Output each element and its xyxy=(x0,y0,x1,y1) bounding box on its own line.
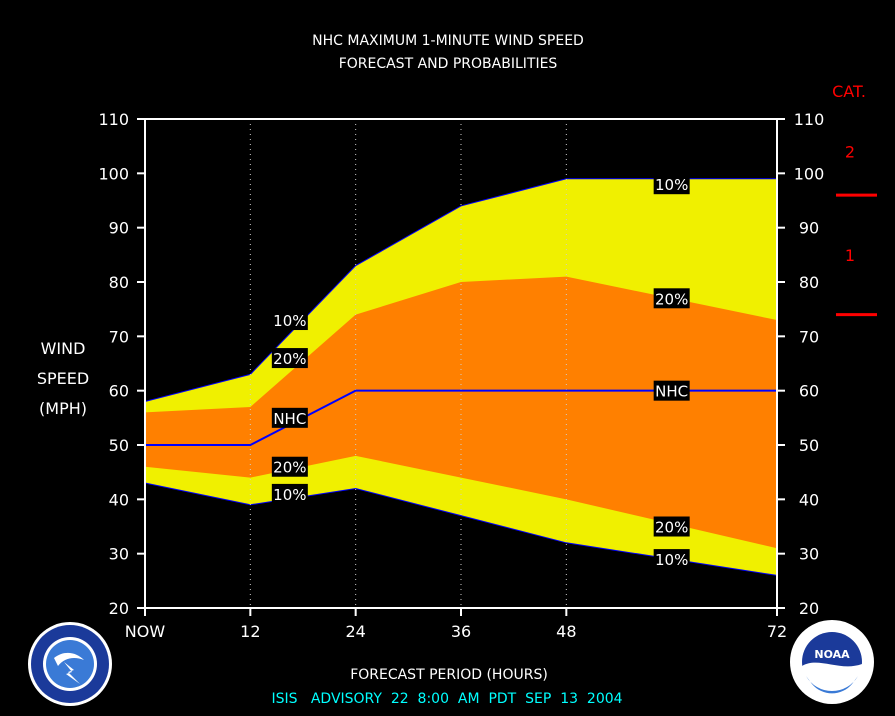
y-tick-label-left: 60 xyxy=(109,382,129,401)
y-tick-label-right: 90 xyxy=(799,219,819,238)
category-label: 2 xyxy=(845,143,855,162)
y-tick-label-left: 40 xyxy=(109,490,129,509)
band-label: 20% xyxy=(273,459,306,477)
category-header: CAT. xyxy=(832,82,866,101)
series-line-10-upper xyxy=(144,178,777,403)
y-tick-label-right: 40 xyxy=(799,490,819,509)
y-tick-label-right: 70 xyxy=(799,327,819,346)
band-label-box xyxy=(271,407,308,428)
x-tick-label: 72 xyxy=(767,622,787,641)
band-label-box xyxy=(271,456,308,477)
band-label: 20% xyxy=(655,290,688,308)
y-axis-label-line-1: WIND xyxy=(41,339,86,358)
band-20-percent xyxy=(145,276,777,549)
x-axis-label: FORECAST PERIOD (HOURS) xyxy=(350,667,548,683)
band-label: 10% xyxy=(655,176,688,194)
band-label: 20% xyxy=(655,519,688,537)
y-tick-label-left: 20 xyxy=(109,599,129,618)
category-label: 1 xyxy=(845,246,855,265)
band-label: 10% xyxy=(273,486,306,504)
noaa-logo-text: NOAA xyxy=(814,648,850,661)
series-line-10-lower xyxy=(144,482,778,576)
band-label: NHC xyxy=(655,383,688,401)
band-label-box xyxy=(271,348,308,369)
x-tick-label: 24 xyxy=(345,622,365,641)
band-label: NHC xyxy=(273,410,306,428)
y-tick-label-left: 70 xyxy=(109,327,129,346)
band-label: 20% xyxy=(273,350,306,368)
band-label-box xyxy=(653,174,690,195)
advisory-footer: ISIS ADVISORY 22 8:00 AM PDT SEP 13 2004 xyxy=(271,691,622,707)
x-tick-label: 36 xyxy=(451,622,471,641)
chart-title-line-2: FORECAST AND PROBABILITIES xyxy=(339,56,558,72)
y-tick-label-right: 50 xyxy=(799,436,819,455)
band-label-box xyxy=(653,288,690,309)
gull-icon xyxy=(802,662,862,700)
y-tick-label-right: 80 xyxy=(799,273,819,292)
band-label: 10% xyxy=(655,551,688,569)
y-tick-label-left: 30 xyxy=(109,545,129,564)
band-labels: 10% 20% NHC 20% 10% 10% 20% NHC 20% 10% xyxy=(271,174,690,570)
y-axis-label-line-2: SPEED xyxy=(37,369,89,388)
x-tick-label: NOW xyxy=(125,622,166,641)
axes: 20 20 30 30 40 40 50 50 60 60 70 70 80 80 90 90 100 100 11… xyxy=(98,110,824,641)
y-tick-label-right: 30 xyxy=(799,545,819,564)
series-line-nhc xyxy=(145,389,777,446)
y-axis-label-line-3: (MPH) xyxy=(39,399,87,418)
y-tick-label-left: 110 xyxy=(98,110,129,129)
band-label-box xyxy=(653,549,690,570)
x-tick-label: 12 xyxy=(240,622,260,641)
noaa-logo: NOAA xyxy=(790,620,874,704)
y-tick-label-left: 100 xyxy=(98,164,129,183)
band-label-box xyxy=(653,516,690,537)
y-tick-label-right: 60 xyxy=(799,382,819,401)
band-label-box xyxy=(653,380,690,401)
nws-logo xyxy=(28,622,112,706)
cloud-icon xyxy=(54,652,84,666)
y-tick-label-right: 20 xyxy=(799,599,819,618)
y-tick-label-left: 50 xyxy=(109,436,129,455)
y-tick-label-right: 110 xyxy=(794,110,825,129)
x-tick-label: 48 xyxy=(556,622,576,641)
y-tick-label-left: 80 xyxy=(109,273,129,292)
category-scale: 21 xyxy=(836,143,877,317)
band-label: 10% xyxy=(273,312,306,330)
chart-title-line-1: NHC MAXIMUM 1-MINUTE WIND SPEED xyxy=(312,33,584,49)
y-tick-label-left: 90 xyxy=(109,219,129,238)
band-label-box xyxy=(271,310,308,331)
band-label-box xyxy=(271,483,308,504)
y-tick-label-right: 100 xyxy=(794,164,825,183)
